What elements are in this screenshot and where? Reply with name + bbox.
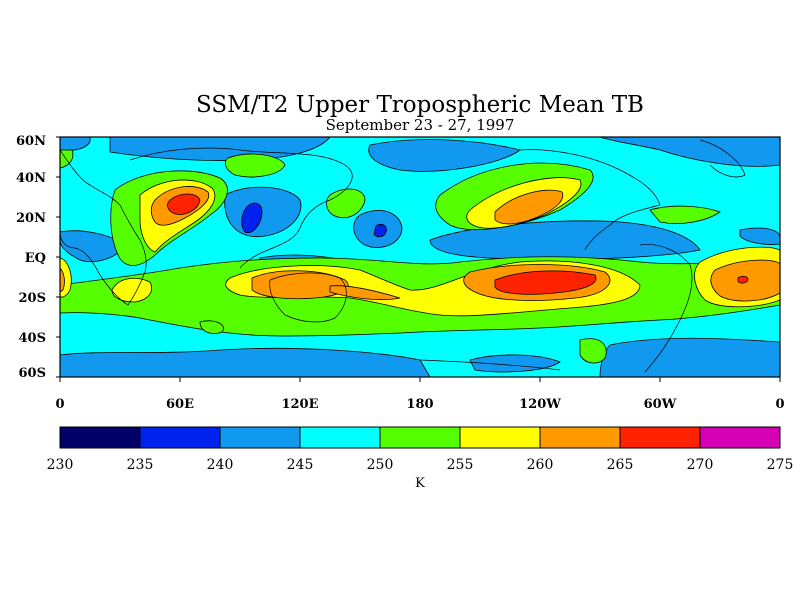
lon-label-0-east: 0 (775, 397, 784, 412)
colorbar-tick-labels: 230 235 240 245 250 255 260 265 270 275 (47, 457, 794, 473)
contour-deep-blue-pacific (373, 224, 387, 238)
contour-blue-sw (60, 347, 431, 377)
lon-label-120w: 120W (519, 397, 561, 412)
colorbar-swatch-3 (299, 426, 381, 449)
lon-label-180: 180 (406, 397, 433, 412)
colorbar-tick-270: 270 (687, 457, 714, 473)
lat-label-eq: EQ (25, 251, 46, 266)
colorbar-swatch-6 (539, 426, 621, 449)
contour-deep-blue-asia (241, 202, 263, 234)
colorbar-swatch-4 (379, 426, 461, 449)
coastline-south-america (639, 244, 693, 373)
contour-orange-npac (494, 189, 564, 225)
contour-green-nasia (224, 153, 286, 178)
lon-label-120e: 120E (281, 397, 318, 412)
colorbar-tick-245: 245 (287, 457, 314, 473)
colorbar-swatch-7 (619, 426, 701, 449)
colorbar-swatch-8 (699, 426, 781, 449)
colorbar-swatch-2 (219, 426, 301, 449)
lat-axis: 60N 40N 20N EQ 20S 40S 60S (16, 134, 60, 381)
map-subtitle: September 23 - 27, 1997 (326, 116, 515, 134)
lat-label-20s: 20S (19, 291, 46, 306)
colorbar-tick-260: 260 (527, 457, 554, 473)
contour-green-south-ind (199, 320, 224, 334)
colorbar-tick-250: 250 (367, 457, 394, 473)
contour-orange-coast (329, 285, 401, 300)
contour-yellow-safrica (111, 277, 152, 303)
colorbar-tick-255: 255 (447, 457, 474, 473)
colorbar-tick-235: 235 (127, 457, 154, 473)
contour-orange-west (60, 267, 65, 293)
colorbar-tick-275: 275 (767, 457, 794, 473)
colorbar-unit-label: K (415, 476, 425, 491)
colorbar (59, 426, 781, 449)
colorbar-tick-230: 230 (47, 457, 74, 473)
contour-blue-north-2 (368, 139, 521, 172)
lat-label-60s: 60S (19, 366, 46, 381)
contour-green-south-pac (579, 338, 607, 364)
contour-red-spac (494, 270, 597, 295)
lat-label-40n: 40N (16, 171, 46, 186)
contour-blue-tropics (429, 220, 701, 260)
colorbar-swatch-1 (139, 426, 221, 449)
colorbar-swatch-5 (459, 426, 541, 449)
colorbar-tick-265: 265 (607, 457, 634, 473)
contour-red-atlantic (167, 193, 201, 215)
lat-label-20n: 20N (16, 211, 46, 226)
lon-label-60e: 60E (166, 397, 194, 412)
map-panel (60, 137, 780, 377)
contour-blue-east-small (739, 227, 780, 245)
contour-blue-africa (60, 230, 126, 262)
contour-blue-north-3 (599, 137, 780, 167)
coastline-asia (129, 147, 353, 269)
coastlines (60, 139, 746, 373)
lon-label-60w: 60W (644, 397, 677, 412)
coastline-antarctic (419, 359, 561, 371)
lat-label-40s: 40S (19, 331, 46, 346)
colorbar-swatch-0 (59, 426, 141, 449)
contour-red-east (737, 275, 749, 284)
coastline-australia (269, 272, 347, 323)
colorbar-tick-240: 240 (207, 457, 234, 473)
contour-green-ne (649, 205, 721, 224)
coastline-north-america (519, 149, 661, 251)
contour-blue-se (599, 337, 780, 377)
coastline-greenland (699, 139, 746, 178)
lat-label-60n: 60N (16, 134, 46, 149)
coastline-europe-africa (60, 149, 147, 306)
lon-axis: 0 60E 120E 180 120W 60W 0 (55, 377, 785, 412)
lon-label-0-west: 0 (55, 397, 64, 412)
map-title: SSM/T2 Upper Tropospheric Mean TB (196, 92, 644, 118)
